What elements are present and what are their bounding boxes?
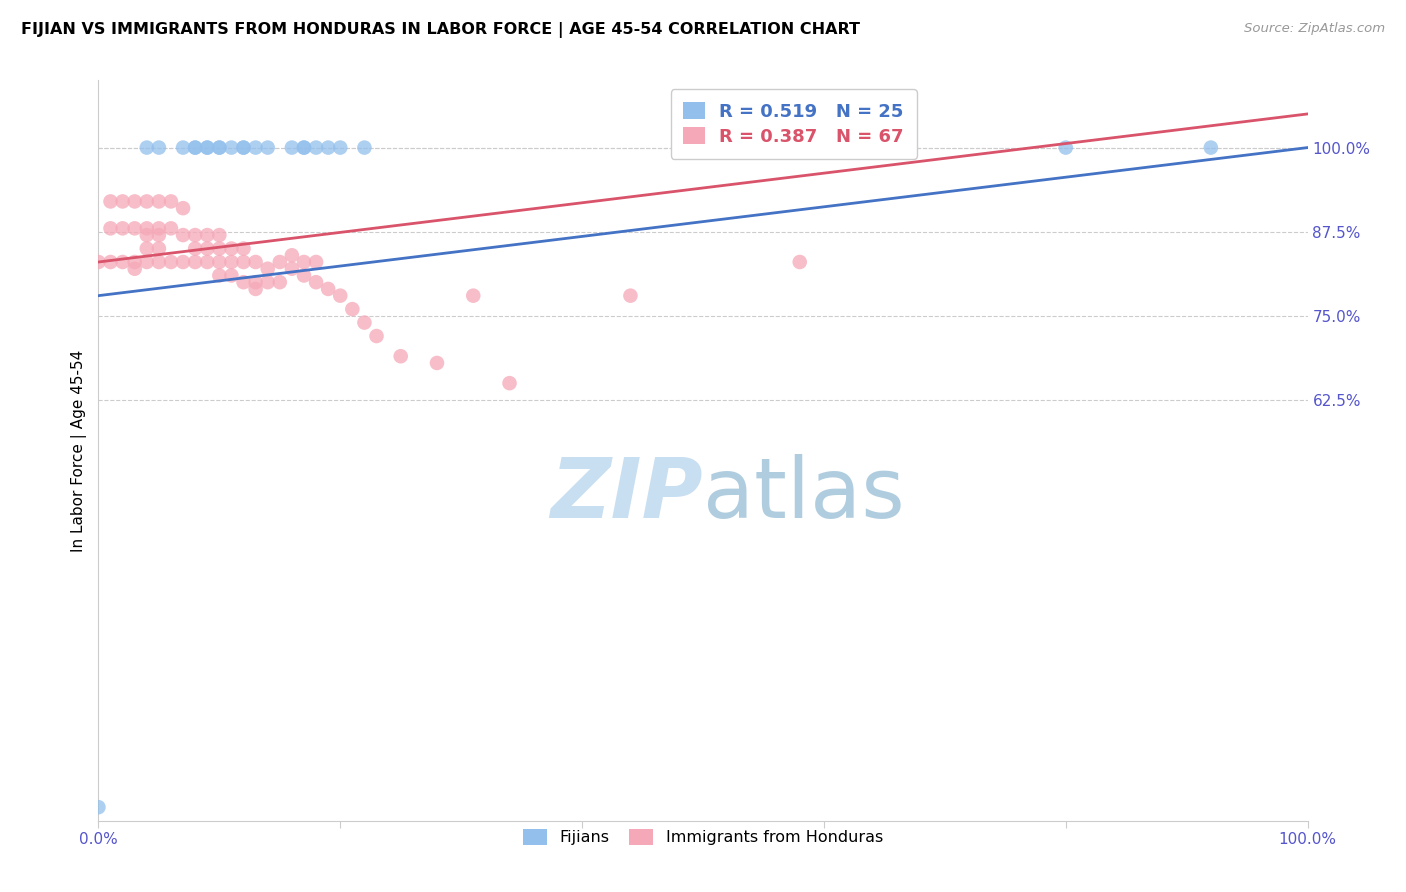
Legend: Fijians, Immigrants from Honduras: Fijians, Immigrants from Honduras — [515, 822, 891, 854]
Point — [281, 140, 304, 154]
Point — [111, 255, 134, 269]
Point — [111, 221, 134, 235]
Point — [184, 140, 207, 154]
Point — [195, 242, 218, 256]
Point — [195, 140, 218, 154]
Text: atlas: atlas — [703, 454, 904, 535]
Point — [100, 194, 122, 209]
Point — [281, 261, 304, 276]
Text: ZIP: ZIP — [550, 454, 703, 535]
Point — [135, 228, 157, 243]
Text: FIJIAN VS IMMIGRANTS FROM HONDURAS IN LABOR FORCE | AGE 45-54 CORRELATION CHART: FIJIAN VS IMMIGRANTS FROM HONDURAS IN LA… — [21, 22, 860, 38]
Point — [100, 221, 122, 235]
Point — [837, 140, 859, 154]
Point — [232, 242, 254, 256]
Point — [305, 275, 328, 289]
Point — [148, 255, 170, 269]
Point — [148, 194, 170, 209]
Point — [208, 268, 231, 283]
Point — [148, 221, 170, 235]
Point — [256, 275, 278, 289]
Point — [172, 228, 194, 243]
Point — [366, 329, 388, 343]
Point — [172, 201, 194, 215]
Point — [124, 255, 146, 269]
Point — [195, 255, 218, 269]
Point — [184, 242, 207, 256]
Point — [389, 349, 412, 363]
Point — [292, 140, 315, 154]
Point — [232, 140, 254, 154]
Point — [245, 275, 267, 289]
Point — [160, 194, 183, 209]
Point — [1054, 140, 1077, 154]
Point — [232, 275, 254, 289]
Point — [124, 221, 146, 235]
Point — [221, 140, 243, 154]
Point — [195, 228, 218, 243]
Point — [135, 140, 157, 154]
Point — [100, 255, 122, 269]
Point — [208, 140, 231, 154]
Point — [195, 140, 218, 154]
Point — [221, 242, 243, 256]
Point — [221, 255, 243, 269]
Point — [135, 255, 157, 269]
Point — [342, 302, 364, 317]
Point — [426, 356, 449, 370]
Point — [269, 255, 291, 269]
Point — [281, 248, 304, 262]
Point — [619, 288, 641, 302]
Point — [463, 288, 485, 302]
Point — [148, 242, 170, 256]
Point — [148, 140, 170, 154]
Point — [135, 221, 157, 235]
Point — [292, 268, 315, 283]
Point — [135, 242, 157, 256]
Point — [292, 140, 315, 154]
Point — [232, 255, 254, 269]
Point — [353, 140, 375, 154]
Point — [208, 140, 231, 154]
Point — [87, 800, 110, 814]
Point — [498, 376, 520, 391]
Point — [245, 255, 267, 269]
Y-axis label: In Labor Force | Age 45-54: In Labor Force | Age 45-54 — [72, 350, 87, 551]
Point — [208, 228, 231, 243]
Point — [789, 255, 811, 269]
Text: Source: ZipAtlas.com: Source: ZipAtlas.com — [1244, 22, 1385, 36]
Point — [305, 140, 328, 154]
Point — [1199, 140, 1222, 154]
Point — [172, 140, 194, 154]
Point — [87, 255, 110, 269]
Point — [184, 228, 207, 243]
Point — [184, 255, 207, 269]
Point — [329, 140, 352, 154]
Point — [208, 255, 231, 269]
Point — [245, 140, 267, 154]
Point — [305, 255, 328, 269]
Point — [172, 255, 194, 269]
Point — [148, 228, 170, 243]
Point — [329, 288, 352, 302]
Point — [124, 194, 146, 209]
Point — [256, 140, 278, 154]
Point — [160, 221, 183, 235]
Point — [111, 194, 134, 209]
Point — [292, 255, 315, 269]
Point — [256, 261, 278, 276]
Point — [353, 316, 375, 330]
Point — [232, 140, 254, 154]
Point — [316, 140, 339, 154]
Point — [135, 194, 157, 209]
Point — [208, 242, 231, 256]
Point — [269, 275, 291, 289]
Point — [184, 140, 207, 154]
Point — [160, 255, 183, 269]
Point — [221, 268, 243, 283]
Point — [124, 261, 146, 276]
Point — [245, 282, 267, 296]
Point — [316, 282, 339, 296]
